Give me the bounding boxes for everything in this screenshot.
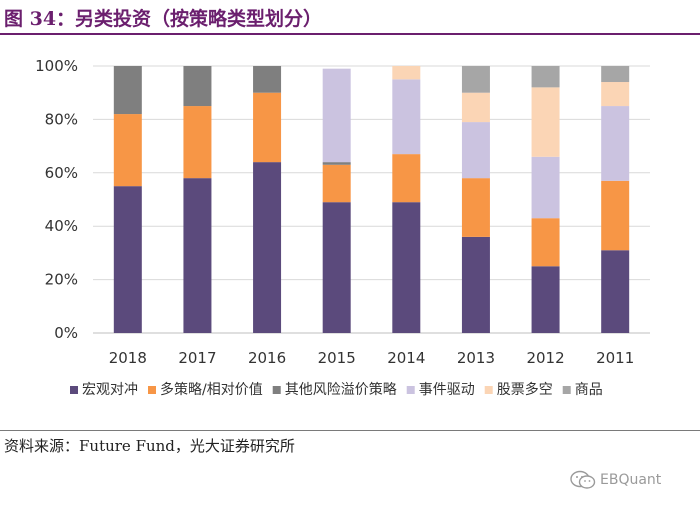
bar-segment: [531, 66, 560, 88]
bar-segment: [253, 162, 282, 333]
wechat-icon: [570, 470, 596, 489]
watermark-text: EBQuant: [600, 472, 662, 488]
bar-segment: [601, 106, 630, 181]
bar-segment: [531, 87, 560, 157]
bar-segment: [113, 66, 142, 115]
bar-segment: [322, 68, 351, 163]
bar-segment: [253, 66, 282, 93]
bar-segment: [322, 162, 351, 165]
legend-swatch: [148, 386, 156, 394]
x-tick-label: 2014: [387, 349, 425, 367]
y-tick-label: 20%: [45, 271, 78, 289]
bar-segment: [113, 114, 142, 187]
legend-label: 宏观对冲: [82, 382, 138, 398]
legend-swatch: [562, 386, 571, 394]
bar-segment: [183, 66, 212, 107]
bar-segment: [392, 66, 421, 80]
bar-segment: [531, 156, 560, 219]
x-tick-label: 2013: [457, 349, 495, 367]
y-tick-label: 100%: [35, 57, 78, 75]
legend-label: 事件驱动: [419, 382, 475, 398]
legend-swatch: [70, 386, 78, 394]
x-tick-label: 2015: [318, 349, 356, 367]
bar-segment: [461, 66, 490, 93]
bar-segment: [531, 218, 560, 267]
source-divider: [0, 430, 700, 431]
bar-segment: [601, 180, 630, 251]
bar-segment: [183, 106, 212, 179]
bar-segment: [253, 92, 282, 163]
x-tick-label: 2017: [178, 349, 216, 367]
legend-label: 多策略/相对价值: [160, 381, 263, 398]
bar-segment: [461, 178, 490, 237]
source-note: 资料来源：Future Fund，光大证券研究所: [4, 437, 295, 455]
bar-segment: [461, 92, 490, 123]
title-divider: [0, 33, 700, 35]
bar-stacks: [113, 66, 630, 333]
figure-title: 图 34：另类投资（按策略类型划分）: [4, 8, 323, 30]
x-tick-label: 2016: [248, 349, 286, 367]
legend-swatch: [406, 386, 415, 394]
bar-segment: [392, 154, 421, 203]
bar-segment: [461, 236, 490, 333]
legend-label: 商品: [575, 382, 603, 398]
bar-segment: [601, 82, 630, 107]
x-tick-label: 2011: [596, 349, 634, 367]
y-tick-label: 60%: [45, 164, 78, 182]
bar-segment: [322, 164, 351, 203]
y-tick-label: 80%: [45, 110, 78, 128]
legend-label: 股票多空: [497, 381, 553, 398]
legend-swatch: [484, 386, 493, 394]
legend-swatch: [272, 386, 281, 394]
bar-segment: [461, 122, 490, 179]
y-tick-label: 40%: [45, 217, 78, 235]
bar-segment: [183, 178, 212, 333]
x-axis-tick-labels: 2018 2017 2016 2015 2014 2013 2012 2011: [109, 349, 635, 367]
legend-label: 其他风险溢价策略: [285, 381, 397, 398]
bar-segment: [392, 202, 421, 333]
bar-segment: [531, 266, 560, 333]
y-tick-label: 0%: [54, 324, 78, 342]
gridlines: [93, 65, 650, 334]
bar-segment: [392, 79, 421, 155]
legend: 宏观对冲 多策略/相对价值 其他风险溢价策略 事件驱动 股票多空 商品: [70, 381, 603, 398]
bar-segment: [113, 186, 142, 333]
x-tick-label: 2018: [109, 349, 147, 367]
stacked-bar-chart: 0%20%40%60%80%100% 2018 2017 2016 2015 2014 2…: [35, 57, 650, 398]
bar-segment: [601, 66, 630, 83]
y-axis-tick-labels: 0% 20% 40% 60% 80% 100%: [35, 57, 78, 342]
bar-segment: [601, 250, 630, 333]
bar-segment: [322, 202, 351, 333]
watermark: EBQuant: [570, 470, 661, 490]
x-tick-label: 2012: [526, 349, 564, 367]
